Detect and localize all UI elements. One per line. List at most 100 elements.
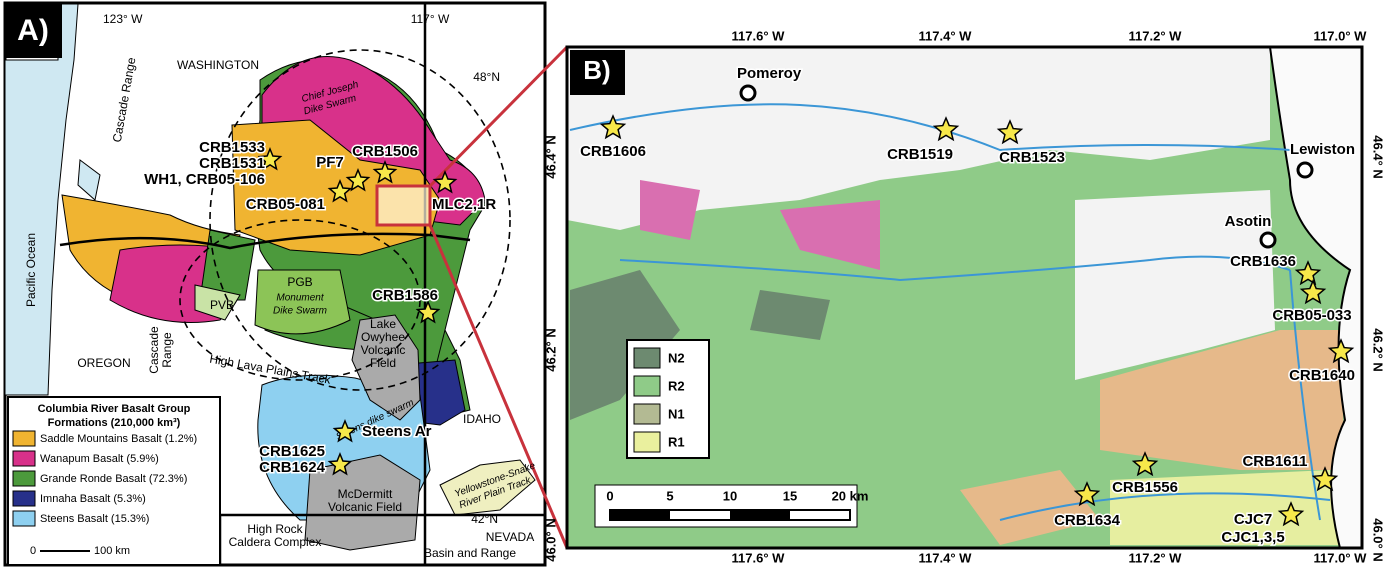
place-label: NEVADA bbox=[486, 530, 534, 544]
city-marker bbox=[1298, 163, 1312, 177]
sample-label: MLC2,1R bbox=[432, 196, 496, 213]
sample-label: CRB1611 bbox=[1242, 453, 1307, 470]
legend-swatch bbox=[13, 511, 35, 526]
sample-label: CRB1625 bbox=[259, 443, 325, 460]
legend-label: Steens Basalt (15.3%) bbox=[40, 513, 149, 525]
city-label: Asotin bbox=[1225, 213, 1272, 230]
sample-label: CJC1,3,5 bbox=[1221, 529, 1284, 546]
figure: A) 123° W 117° W 48°N 42°N WASHINGTON Pacific … bbox=[0, 0, 1389, 569]
legend-swatch bbox=[634, 348, 660, 368]
legend-label: R1 bbox=[668, 434, 685, 449]
lat-tick: 46.4° N bbox=[543, 135, 558, 179]
panel-b bbox=[567, 47, 1362, 548]
legend-label: R2 bbox=[668, 378, 685, 393]
city-marker bbox=[1261, 233, 1275, 247]
legend-swatch bbox=[634, 376, 660, 396]
graticule-label: 48°N bbox=[473, 70, 500, 84]
place-label: OREGON bbox=[77, 356, 130, 370]
city-label: Pomeroy bbox=[737, 65, 802, 82]
sample-label: CRB1531 bbox=[199, 155, 265, 172]
place-label: Field bbox=[370, 356, 396, 370]
panel-label: B) bbox=[583, 55, 610, 85]
place-label: Basin and Range bbox=[424, 546, 516, 560]
scale-segment bbox=[730, 510, 790, 520]
sample-label: CRB05-033 bbox=[1272, 307, 1351, 324]
lon-tick: 117.6° W bbox=[732, 550, 786, 565]
legend-label: Wanapum Basalt (5.9%) bbox=[40, 453, 159, 465]
sample-label: CRB1556 bbox=[1112, 479, 1178, 496]
lat-tick: 46.0° N bbox=[543, 518, 558, 562]
place-label: McDermitt bbox=[338, 487, 393, 501]
place-label: Lake bbox=[370, 317, 396, 331]
lon-tick: 117.2° W bbox=[1129, 550, 1183, 565]
lon-tick: 117.0° W bbox=[1314, 28, 1368, 43]
sample-label: WH1, CRB05-106 bbox=[144, 171, 265, 188]
legend-swatch bbox=[13, 491, 35, 506]
inset-box bbox=[377, 186, 430, 225]
place-label: Volcanic bbox=[361, 343, 406, 357]
graticule-label: 123° W bbox=[103, 12, 143, 26]
sample-label: CRB1533 bbox=[199, 139, 265, 156]
graticule-label: 117° W bbox=[411, 12, 450, 26]
lat-tick: 46.4° N bbox=[1371, 135, 1386, 179]
legend-swatch bbox=[634, 432, 660, 452]
scale-label: 15 bbox=[783, 488, 797, 503]
sample-label: PF7 bbox=[316, 154, 344, 171]
sample-label: CRB05-081 bbox=[246, 196, 325, 213]
place-label: Caldera Complex bbox=[229, 535, 322, 549]
sample-label: CJC7 bbox=[1234, 511, 1272, 528]
lon-tick: 117.4° W bbox=[919, 28, 973, 43]
legend-label: N1 bbox=[668, 406, 685, 421]
place-label: Owyhee bbox=[361, 330, 405, 344]
city-marker bbox=[741, 86, 755, 100]
sample-label: CRB1606 bbox=[580, 143, 646, 160]
place-label: Cascade bbox=[147, 326, 161, 374]
sample-label: CRB1506 bbox=[352, 143, 418, 160]
scale-segment bbox=[610, 510, 670, 520]
place-label: Range bbox=[160, 332, 174, 368]
legend-swatch bbox=[13, 431, 35, 446]
legend-label: Imnaha Basalt (5.3%) bbox=[40, 493, 146, 505]
sample-label: CRB1624 bbox=[259, 459, 326, 476]
legend-swatch bbox=[634, 404, 660, 424]
place-label: Volcanic Field bbox=[328, 500, 402, 514]
sample-label: CRB1586 bbox=[372, 287, 438, 304]
scale-label: 0 bbox=[606, 488, 613, 503]
scale-label: 100 km bbox=[94, 545, 130, 557]
sample-label: Steens Ar bbox=[362, 423, 432, 440]
sample-label: CRB1636 bbox=[1230, 253, 1296, 270]
sample-label: CRB1519 bbox=[887, 146, 953, 163]
lat-tick: 46.2° N bbox=[1371, 328, 1386, 372]
lat-tick: 46.2° N bbox=[543, 328, 558, 372]
legend-swatch bbox=[13, 451, 35, 466]
legend-title: Columbia River Basalt Group bbox=[38, 403, 191, 415]
lon-tick: 117.4° W bbox=[919, 550, 973, 565]
place-label: PVB bbox=[210, 298, 234, 312]
sample-label: CRB1640 bbox=[1289, 367, 1355, 384]
legend-label: Grande Ronde Basalt (72.3%) bbox=[40, 473, 187, 485]
place-label: WASHINGTON bbox=[177, 58, 259, 72]
place-label: High Rock bbox=[247, 522, 303, 536]
city-label: Lewiston bbox=[1290, 141, 1355, 158]
scale-label: 20 km bbox=[832, 488, 869, 503]
place-label: PGB bbox=[287, 275, 312, 289]
lon-tick: 117.0° W bbox=[1314, 550, 1368, 565]
scale-label: 10 bbox=[723, 488, 737, 503]
lon-tick: 117.6° W bbox=[732, 28, 786, 43]
legend-label: N2 bbox=[668, 350, 685, 365]
lon-tick: 117.2° W bbox=[1129, 28, 1183, 43]
sample-label: CRB1523 bbox=[999, 149, 1065, 166]
scale-label: 5 bbox=[666, 488, 673, 503]
place-label: Monument bbox=[276, 293, 324, 304]
legend-label: Saddle Mountains Basalt (1.2%) bbox=[40, 433, 197, 445]
graticule-label: 42°N bbox=[471, 512, 498, 526]
place-label: Dike Swarm bbox=[273, 306, 327, 317]
sample-label: CRB1634 bbox=[1054, 512, 1121, 529]
panel-label: A) bbox=[17, 14, 49, 47]
legend-title: Formations (210,000 km³) bbox=[48, 417, 181, 429]
legend-swatch bbox=[13, 471, 35, 486]
scale-label: 0 bbox=[30, 545, 36, 557]
place-label: IDAHO bbox=[463, 412, 501, 426]
lat-tick: 46.0° N bbox=[1371, 518, 1386, 562]
place-label: Pacific Ocean bbox=[24, 233, 38, 307]
